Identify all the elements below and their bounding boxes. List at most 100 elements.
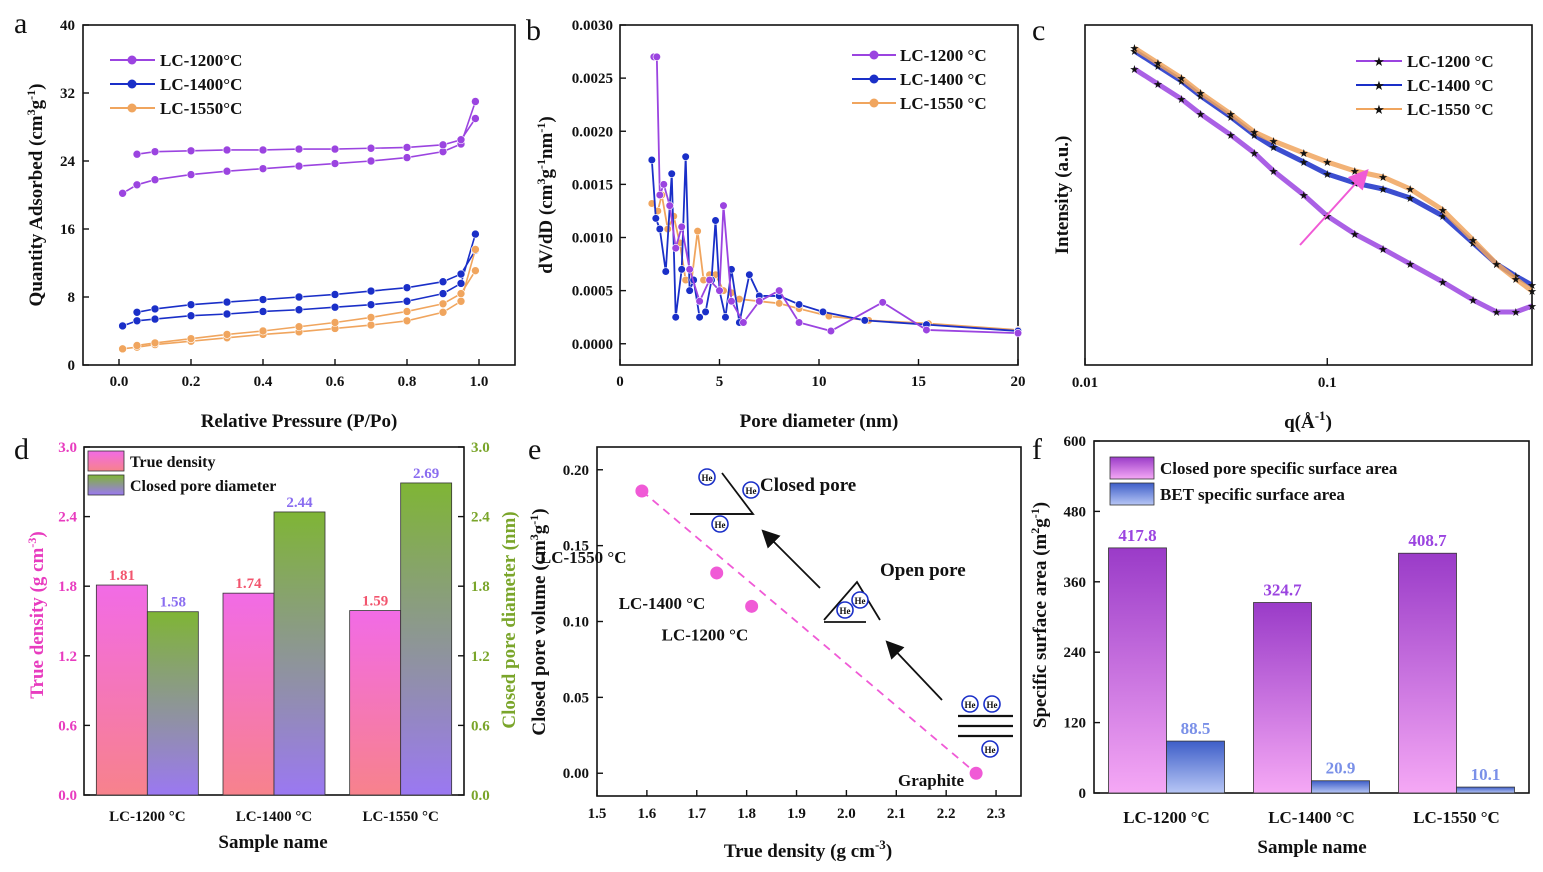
y-tick-label: 24	[60, 154, 76, 170]
data-point	[652, 52, 661, 61]
data-point	[222, 309, 232, 319]
data-point	[294, 161, 304, 171]
y-tick-label: 0.15	[563, 539, 589, 555]
data-point	[258, 326, 268, 336]
x-tick-label: 0	[616, 374, 624, 390]
bar-value-label: 2.69	[413, 466, 439, 482]
data-point	[186, 334, 196, 343]
data-point	[471, 266, 480, 275]
legend-b-1200: LC-1200 °C	[900, 46, 987, 65]
data-point	[651, 214, 660, 223]
data-point	[402, 316, 412, 326]
data-point	[647, 155, 656, 165]
panel-b-legend: LC-1200 °C LC-1400 °C LC-1550 °C	[852, 46, 987, 113]
legend-a-1200: LC-1200°C	[160, 51, 242, 70]
data-point	[456, 296, 466, 306]
panel-d-y2label: Closed pore diameter (nm)	[499, 511, 520, 728]
y2-tick-label: 0.6	[471, 718, 490, 734]
y-tick-label: 2.4	[58, 510, 77, 526]
panel-f-ylabel: Specific surface area (m2g-1)	[1028, 502, 1051, 728]
data-point	[366, 286, 376, 296]
y-tick-label: 0.00	[563, 766, 589, 782]
y-tick-label: 0.20	[563, 463, 589, 479]
data-point	[222, 145, 232, 155]
data-point	[969, 766, 983, 780]
y-tick-label: 0	[1079, 786, 1087, 802]
data-point	[456, 269, 466, 279]
data-point	[721, 313, 730, 322]
star-data-point: ★	[1249, 148, 1259, 160]
star-data-point: ★	[1468, 235, 1478, 247]
data-point	[258, 295, 268, 304]
star-data-point: ★	[1378, 184, 1388, 196]
data-point	[775, 299, 784, 308]
he-atom-label: He	[985, 745, 996, 755]
data-point	[471, 229, 480, 239]
closed-pore-label: Closed pore	[760, 475, 856, 496]
data-point	[655, 224, 664, 234]
data-point	[456, 289, 466, 298]
star-data-point: ★	[1176, 73, 1186, 85]
closed-pore-schematic: He He He Closed pore	[690, 468, 856, 533]
data-point	[132, 149, 142, 159]
star-data-point: ★	[1269, 142, 1279, 154]
data-point	[659, 180, 668, 189]
data-point	[677, 265, 686, 274]
data-point	[471, 114, 480, 123]
data-point	[695, 297, 704, 306]
star-data-point: ★	[1269, 136, 1279, 148]
x-tick-label: 1.8	[737, 806, 756, 822]
star-data-point: ★	[1196, 109, 1206, 121]
legend-c-1550: LC-1550 °C	[1407, 100, 1494, 119]
y-tick-label: 600	[1064, 434, 1087, 450]
x-tick-label: 20	[1011, 374, 1026, 390]
star-data-point: ★	[1249, 127, 1259, 139]
data-point	[794, 300, 804, 309]
x-tick-label: 2.1	[887, 806, 906, 822]
bar-closed-pore-area	[1253, 602, 1312, 794]
data-point	[701, 307, 710, 316]
data-point	[665, 201, 674, 210]
bar-value-label: 88.5	[1181, 719, 1211, 738]
star-data-point: ★	[1350, 166, 1360, 178]
x-tick-label: 0.4	[254, 374, 273, 390]
star-data-point: ★	[1299, 157, 1309, 169]
bar-true-density	[349, 610, 402, 796]
data-point	[1013, 329, 1023, 338]
bar-value-label: 417.8	[1118, 526, 1156, 545]
panel-label-c: c	[1032, 14, 1045, 47]
data-point	[258, 307, 268, 316]
star-data-point: ★	[1226, 109, 1236, 121]
star-data-point: ★	[1438, 211, 1448, 223]
data-point	[402, 283, 412, 292]
data-point	[132, 180, 142, 190]
bar-true-density	[95, 584, 148, 796]
panel-c-saxs-chart: 0.01 0.1 ★★★★★★★★★★★★★★★ ★ ★★★★★★★★★★★★★★★★…	[1052, 24, 1537, 433]
x-tick-label: 1.5	[588, 806, 607, 822]
y-tick-label: 40	[60, 18, 75, 34]
data-point	[402, 153, 412, 162]
star-data-point: ★	[1226, 112, 1236, 124]
x-tick-label: 0.8	[398, 374, 417, 390]
y-tick-label: 0.05	[563, 690, 589, 706]
data-point	[794, 318, 804, 327]
y-tick-label: 16	[60, 222, 76, 238]
y2-tick-label: 0.0	[471, 788, 490, 804]
panel-a-isotherm-chart: 0.0 0.2 0.4 0.6 0.8 1.0 0 8 16 24 32 40 Relative Pr…	[24, 18, 516, 432]
data-point	[294, 144, 304, 154]
data-point	[711, 216, 720, 225]
data-point	[695, 313, 704, 322]
data-point	[755, 297, 764, 306]
star-data-point: ★	[1511, 274, 1521, 286]
bar-value-label: 1.58	[160, 595, 186, 611]
data-point	[685, 286, 694, 295]
point-label: LC-1400 °C	[619, 594, 706, 613]
x-tick-label: 0.01	[1072, 375, 1098, 391]
he-atom-label: He	[702, 473, 713, 483]
y2-tick-label: 2.4	[471, 510, 490, 526]
data-point	[775, 286, 784, 295]
legend-f-closed-pore: Closed pore specific surface area	[1160, 459, 1398, 478]
y-tick-label: 0.0030	[572, 18, 613, 34]
star-data-point: ★	[1527, 301, 1537, 313]
star-data-point: ★	[1492, 307, 1502, 319]
